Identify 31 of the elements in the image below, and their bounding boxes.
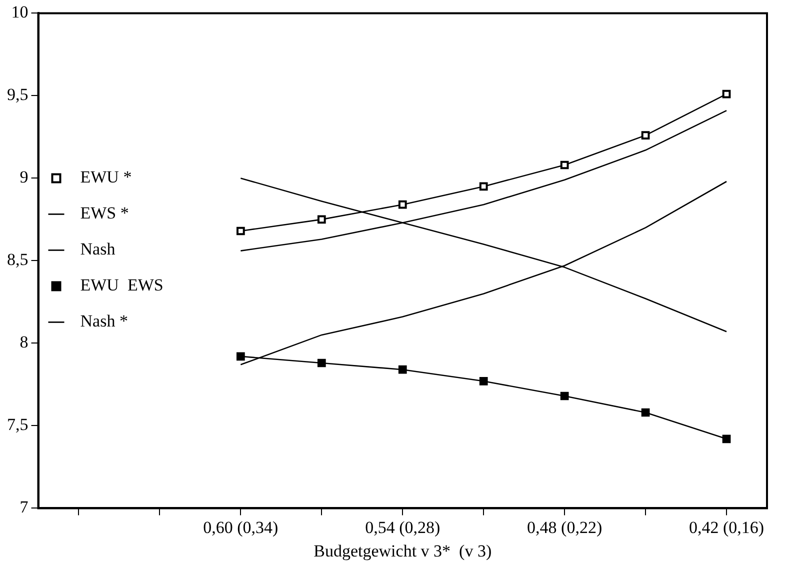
y-tick-label: 10 bbox=[11, 2, 28, 22]
legend-label: EWS * bbox=[80, 204, 129, 223]
y-tick-label: 9 bbox=[20, 168, 28, 187]
x-tick-label: 0,42 (0,16) bbox=[688, 518, 764, 537]
point bbox=[641, 408, 650, 417]
point bbox=[479, 182, 488, 191]
y-tick-label: 7 bbox=[20, 498, 29, 517]
point bbox=[722, 434, 731, 444]
point bbox=[560, 392, 569, 400]
point bbox=[398, 365, 407, 374]
point bbox=[317, 358, 326, 368]
legend-label: Nash * bbox=[80, 312, 128, 331]
y-tick-label: 7,5 bbox=[7, 415, 28, 434]
legend-label: EWU EWS bbox=[80, 276, 164, 295]
x-tick-label: 0,48 (0,22) bbox=[527, 518, 602, 537]
y-tick-label: 8,5 bbox=[7, 250, 28, 270]
y-tick-label: 9,5 bbox=[7, 85, 28, 104]
x-tick-label: 0,54 (0,28) bbox=[365, 518, 440, 537]
point bbox=[317, 215, 326, 224]
y-tick-label: 8 bbox=[20, 332, 28, 352]
point bbox=[479, 376, 488, 386]
point bbox=[641, 131, 650, 140]
point bbox=[560, 160, 569, 170]
point bbox=[398, 200, 407, 209]
legend-label: Nash bbox=[80, 240, 116, 259]
legend-label: EWU * bbox=[80, 168, 132, 187]
point bbox=[236, 352, 245, 361]
point bbox=[722, 90, 731, 98]
x-axis-title: Budgetgewicht v 3* (v 3) bbox=[314, 541, 492, 560]
point bbox=[236, 226, 245, 236]
x-tick-label: 0,60 (0,34) bbox=[203, 518, 278, 537]
